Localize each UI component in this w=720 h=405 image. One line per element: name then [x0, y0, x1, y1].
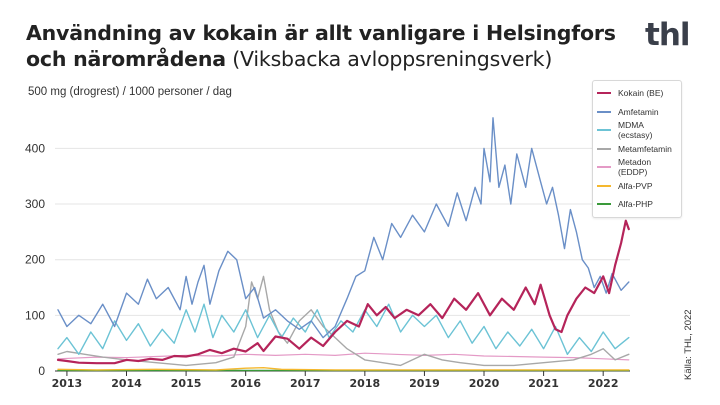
legend-label: Metamfetamin [618, 143, 672, 154]
legend-item: Alfa-PHP [597, 195, 677, 214]
legend-label: Alfa-PHP [618, 199, 653, 210]
source-note: Källa: THL, 2022 [683, 309, 694, 380]
x-tick-label: 2015 [171, 377, 202, 390]
x-tick-label: 2020 [469, 377, 500, 390]
legend-label: Metadon (EDDP) [618, 157, 652, 178]
x-tick-label: 2013 [52, 377, 83, 390]
legend-swatch [597, 129, 611, 132]
y-axis-label: 500 mg (drogrest) / 1000 personer / dag [28, 86, 232, 98]
x-tick-label: 2019 [409, 377, 440, 390]
legend-label: Alfa-PVP [618, 180, 653, 191]
legend-item: Metadon (EDDP) [597, 157, 677, 178]
legend-item: Metamfetamin [597, 140, 677, 159]
legend-item: MDMA (ecstasy) [597, 120, 677, 141]
chart-title-main: Användning av kokain är allt vanligare i… [26, 21, 616, 71]
legend-item: Amfetamin [597, 103, 677, 122]
legend-swatch [597, 166, 611, 169]
legend-swatch [597, 147, 611, 150]
x-tick-label: 2021 [528, 377, 559, 390]
chart-legend: Kokain (BE) Amfetamin MDMA (ecstasy) Metamf… [592, 80, 682, 218]
y-tick-label: 300 [25, 197, 45, 211]
legend-swatch [597, 203, 611, 206]
legend-item: Alfa-PVP [597, 177, 677, 196]
series-line-amfetamin [57, 117, 630, 339]
series-line-alfa-pvp [57, 367, 630, 371]
legend-label: MDMA (ecstasy) [618, 120, 653, 141]
x-tick-label: 2018 [350, 377, 381, 390]
series-line-metadon-eddp- [57, 352, 630, 361]
chart-title-sub: (Viksbacka avloppsreningsverk) [232, 47, 553, 71]
y-tick-label: 0 [38, 364, 45, 378]
y-tick-label: 400 [25, 141, 45, 155]
legend-item: Kokain (BE) [597, 84, 677, 103]
x-tick-label: 2022 [588, 377, 619, 390]
thl-logo: thl [645, 17, 691, 53]
series-line-metamfetamin [57, 275, 630, 367]
series-line-mdma-ecstasy- [57, 303, 630, 355]
legend-swatch [597, 92, 611, 95]
x-tick-label: 2016 [230, 377, 261, 390]
legend-swatch [597, 184, 611, 187]
y-tick-label: 100 [25, 308, 45, 322]
legend-swatch [597, 110, 611, 113]
y-tick-label: 200 [25, 253, 45, 267]
series-line-kokain-be- [56, 219, 630, 365]
legend-label: Amfetamin [618, 106, 659, 117]
x-tick-label: 2017 [290, 377, 321, 390]
chart-title: Användning av kokain är allt vanligare i… [26, 20, 626, 72]
legend-label: Kokain (BE) [618, 88, 664, 99]
x-tick-label: 2014 [111, 377, 142, 390]
